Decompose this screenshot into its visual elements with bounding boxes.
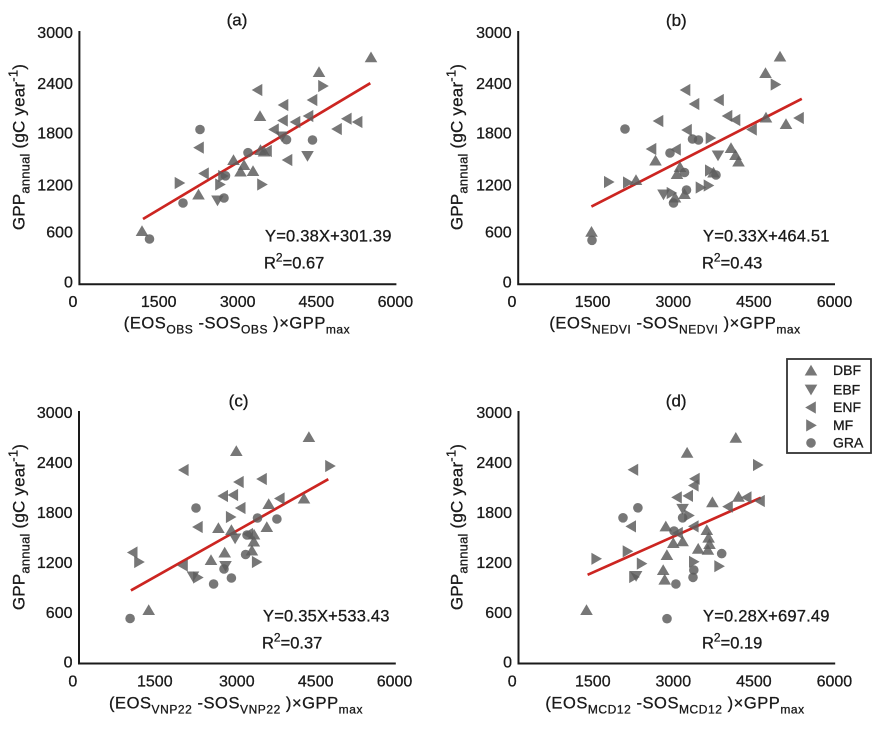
- svg-text:Y=0.33X+464.51: Y=0.33X+464.51: [703, 227, 830, 245]
- svg-text:6000: 6000: [377, 674, 413, 691]
- svg-text:6000: 6000: [817, 294, 853, 311]
- svg-text:600: 600: [46, 225, 73, 242]
- svg-text:(b): (b): [666, 11, 687, 30]
- svg-text:(a): (a): [227, 11, 248, 30]
- svg-text:R2=0.19: R2=0.19: [702, 630, 762, 652]
- svg-text:0: 0: [68, 674, 77, 691]
- svg-text:3000: 3000: [37, 25, 73, 42]
- svg-text:3000: 3000: [656, 294, 692, 311]
- svg-text:3000: 3000: [220, 294, 256, 311]
- svg-text:2400: 2400: [37, 455, 73, 472]
- svg-text:6000: 6000: [378, 294, 414, 311]
- svg-text:1500: 1500: [137, 674, 173, 691]
- svg-text:2400: 2400: [476, 455, 512, 472]
- svg-text:1800: 1800: [37, 126, 73, 143]
- svg-text:1500: 1500: [141, 294, 177, 311]
- svg-text:GPPannual (gC year-1): GPPannual (gC year-1): [444, 444, 471, 610]
- svg-text:3000: 3000: [656, 674, 692, 691]
- svg-text:600: 600: [485, 605, 512, 622]
- svg-text:ENF: ENF: [833, 399, 861, 415]
- svg-text:1200: 1200: [476, 555, 512, 572]
- svg-text:Y=0.35X+533.43: Y=0.35X+533.43: [263, 607, 390, 625]
- svg-text:0: 0: [508, 674, 517, 691]
- svg-text:6000: 6000: [817, 674, 853, 691]
- svg-text:3000: 3000: [476, 25, 512, 42]
- svg-text:0: 0: [503, 275, 512, 292]
- svg-text:1200: 1200: [37, 555, 73, 572]
- svg-text:1200: 1200: [37, 177, 73, 194]
- svg-text:1800: 1800: [476, 126, 512, 143]
- svg-text:600: 600: [485, 225, 512, 242]
- svg-text:R2=0.67: R2=0.67: [264, 250, 324, 272]
- svg-text:3000: 3000: [37, 405, 73, 422]
- svg-text:EBF: EBF: [833, 381, 860, 397]
- svg-text:GPPannual (gC year-1): GPPannual (gC year-1): [444, 64, 471, 230]
- svg-text:1200: 1200: [476, 177, 512, 194]
- svg-text:R2=0.43: R2=0.43: [702, 250, 762, 272]
- svg-text:4500: 4500: [298, 674, 334, 691]
- svg-text:600: 600: [46, 605, 73, 622]
- svg-text:2400: 2400: [37, 76, 73, 93]
- svg-text:Y=0.28X+697.49: Y=0.28X+697.49: [703, 607, 830, 625]
- svg-text:1800: 1800: [37, 505, 73, 522]
- svg-text:GRA: GRA: [833, 435, 864, 451]
- svg-text:1800: 1800: [476, 505, 512, 522]
- svg-text:0: 0: [503, 655, 512, 672]
- svg-text:1500: 1500: [575, 294, 611, 311]
- svg-text:0: 0: [69, 294, 78, 311]
- svg-text:(d): (d): [666, 391, 687, 410]
- svg-text:GPPannual (gC year-1): GPPannual (gC year-1): [6, 64, 33, 230]
- svg-text:0: 0: [508, 294, 517, 311]
- svg-text:R2=0.37: R2=0.37: [262, 630, 322, 652]
- svg-text:4500: 4500: [736, 294, 772, 311]
- svg-text:MF: MF: [833, 417, 853, 433]
- svg-text:3000: 3000: [219, 674, 255, 691]
- svg-text:3000: 3000: [476, 405, 512, 422]
- svg-text:4500: 4500: [736, 674, 772, 691]
- svg-text:1500: 1500: [575, 674, 611, 691]
- svg-text:DBF: DBF: [833, 362, 861, 378]
- svg-text:0: 0: [64, 275, 73, 292]
- svg-text:GPPannual (gC year-1): GPPannual (gC year-1): [6, 444, 33, 610]
- svg-text:Y=0.38X+301.39: Y=0.38X+301.39: [265, 227, 392, 245]
- svg-text:(c): (c): [229, 391, 249, 410]
- svg-text:2400: 2400: [476, 76, 512, 93]
- svg-text:0: 0: [64, 655, 73, 672]
- svg-text:4500: 4500: [299, 294, 335, 311]
